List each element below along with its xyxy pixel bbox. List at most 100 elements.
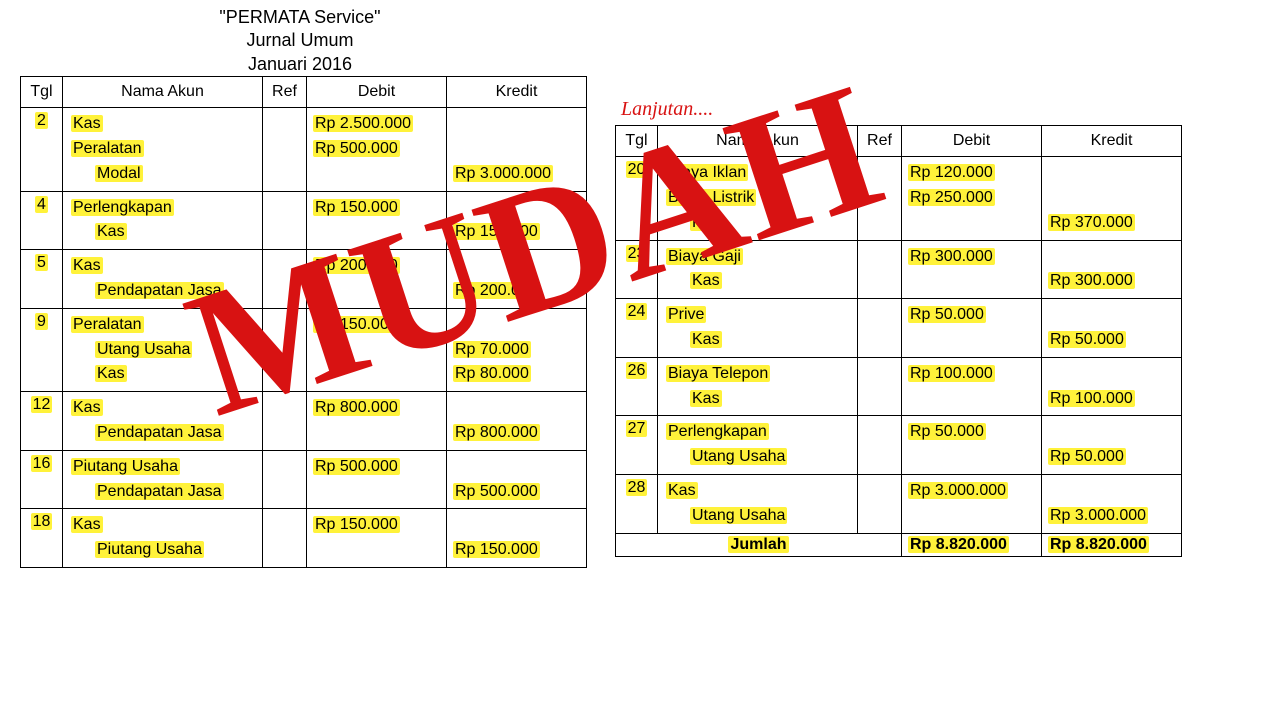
cell-kredit: Rp 200.000 <box>447 250 587 309</box>
journal-table-right: Tgl Nama Akun Ref Debit Kredit 20Biaya I… <box>615 125 1182 556</box>
account-name: Kas <box>664 387 851 412</box>
col-debit: Debit <box>307 77 447 108</box>
journal-entry-row: 2KasPeralatanModalRp 2.500.000Rp 500.000… <box>21 108 587 191</box>
kredit-amount <box>453 196 580 221</box>
debit-amount <box>908 387 1035 412</box>
right-column: Lanjutan.... Tgl Nama Akun Ref Debit Kre… <box>615 76 1182 556</box>
cell-ref <box>263 392 307 451</box>
debit-amount <box>908 504 1035 529</box>
cell-kredit: Rp 50.000 <box>1042 299 1182 358</box>
cell-akun: Biaya TeleponKas <box>658 357 858 416</box>
cell-debit: Rp 100.000 <box>902 357 1042 416</box>
account-name: Peralatan <box>69 137 256 162</box>
table-header-row: Tgl Nama Akun Ref Debit Kredit <box>21 77 587 108</box>
journal-entry-row: 23Biaya GajiKasRp 300.000 Rp 300.000 <box>616 240 1182 299</box>
debit-amount: Rp 150.000 <box>313 196 440 221</box>
cell-akun: PerlengkapanUtang Usaha <box>658 416 858 475</box>
kredit-amount <box>1048 245 1175 270</box>
cell-ref <box>263 509 307 568</box>
kredit-amount: Rp 80.000 <box>453 362 580 387</box>
header-period: Januari 2016 <box>0 53 600 76</box>
cell-debit: Rp 800.000 <box>307 392 447 451</box>
kredit-amount <box>453 137 580 162</box>
cell-debit: Rp 50.000 <box>902 416 1042 475</box>
account-name: Piutang Usaha <box>69 455 256 480</box>
debit-amount <box>313 421 440 446</box>
debit-amount <box>313 220 440 245</box>
account-name: Prive <box>664 303 851 328</box>
header-company: "PERMATA Service" <box>0 6 600 29</box>
debit-amount: Rp 800.000 <box>313 396 440 421</box>
journal-table-left: Tgl Nama Akun Ref Debit Kredit 2KasPeral… <box>20 76 587 568</box>
account-name: Modal <box>69 162 256 187</box>
debit-amount: Rp 150.000 <box>313 513 440 538</box>
totals-label: Jumlah <box>616 533 902 556</box>
col-tgl: Tgl <box>21 77 63 108</box>
col-ref: Ref <box>263 77 307 108</box>
debit-amount: Rp 250.000 <box>908 186 1035 211</box>
debit-amount: Rp 150.000 <box>313 313 440 338</box>
account-name: Kas <box>69 513 256 538</box>
kredit-amount <box>1048 161 1175 186</box>
cell-akun: KasPendapatan Jasa <box>63 250 263 309</box>
cell-debit: Rp 120.000Rp 250.000 <box>902 157 1042 240</box>
totals-row: JumlahRp 8.820.000Rp 8.820.000 <box>616 533 1182 556</box>
cell-ref <box>263 250 307 309</box>
kredit-amount: Rp 370.000 <box>1048 211 1175 236</box>
journal-entry-row: 5KasPendapatan JasaRp 200.000 Rp 200.000 <box>21 250 587 309</box>
kredit-amount: Rp 500.000 <box>453 480 580 505</box>
cell-ref <box>263 191 307 250</box>
cell-tgl: 23 <box>616 240 658 299</box>
cell-debit: Rp 150.000 <box>307 191 447 250</box>
account-name: Pendapatan Jasa <box>69 480 256 505</box>
debit-amount: Rp 200.000 <box>313 254 440 279</box>
kredit-amount: Rp 800.000 <box>453 421 580 446</box>
debit-amount: Rp 50.000 <box>908 420 1035 445</box>
col-tgl: Tgl <box>616 126 658 157</box>
cell-kredit: Rp 150.000 <box>447 509 587 568</box>
account-name: Utang Usaha <box>664 504 851 529</box>
journal-entry-row: 9PeralatanUtang UsahaKasRp 150.000 Rp 70… <box>21 308 587 391</box>
account-name: Utang Usaha <box>664 445 851 470</box>
kredit-amount <box>1048 362 1175 387</box>
cell-kredit: Rp 800.000 <box>447 392 587 451</box>
cell-tgl: 12 <box>21 392 63 451</box>
cell-kredit: Rp 3.000.000 <box>1042 474 1182 533</box>
continuation-label: Lanjutan.... <box>621 98 1182 121</box>
account-name: Kas <box>664 328 851 353</box>
journal-entry-row: 24PriveKasRp 50.000 Rp 50.000 <box>616 299 1182 358</box>
kredit-amount <box>453 254 580 279</box>
account-name: Pendapatan Jasa <box>69 279 256 304</box>
kredit-amount: Rp 300.000 <box>1048 269 1175 294</box>
cell-ref <box>858 157 902 240</box>
cell-tgl: 28 <box>616 474 658 533</box>
cell-kredit: Rp 3.000.000 <box>447 108 587 191</box>
cell-debit: Rp 2.500.000Rp 500.000 <box>307 108 447 191</box>
debit-amount: Rp 2.500.000 <box>313 112 440 137</box>
account-name: Biaya Gaji <box>664 245 851 270</box>
account-name: Biaya Listrik <box>664 186 851 211</box>
debit-amount: Rp 100.000 <box>908 362 1035 387</box>
journal-entry-row: 28KasUtang UsahaRp 3.000.000 Rp 3.000.00… <box>616 474 1182 533</box>
account-name: Kas <box>69 220 256 245</box>
kredit-amount: Rp 100.000 <box>1048 387 1175 412</box>
account-name: Kas <box>69 112 256 137</box>
account-name: Peralatan <box>69 313 256 338</box>
cell-akun: KasPiutang Usaha <box>63 509 263 568</box>
cell-debit: Rp 150.000 <box>307 509 447 568</box>
account-name: Kas <box>664 211 851 236</box>
cell-akun: PerlengkapanKas <box>63 191 263 250</box>
journal-entry-row: 18KasPiutang UsahaRp 150.000 Rp 150.000 <box>21 509 587 568</box>
debit-amount <box>908 269 1035 294</box>
col-debit: Debit <box>902 126 1042 157</box>
cell-akun: Biaya IklanBiaya ListrikKas <box>658 157 858 240</box>
cell-ref <box>263 308 307 391</box>
cell-akun: Biaya GajiKas <box>658 240 858 299</box>
cell-ref <box>263 108 307 191</box>
document-header: "PERMATA Service" Jurnal Umum Januari 20… <box>0 0 600 76</box>
debit-amount: Rp 500.000 <box>313 137 440 162</box>
cell-tgl: 16 <box>21 450 63 509</box>
col-akun: Nama Akun <box>658 126 858 157</box>
kredit-amount: Rp 3.000.000 <box>453 162 580 187</box>
kredit-amount: Rp 150.000 <box>453 538 580 563</box>
